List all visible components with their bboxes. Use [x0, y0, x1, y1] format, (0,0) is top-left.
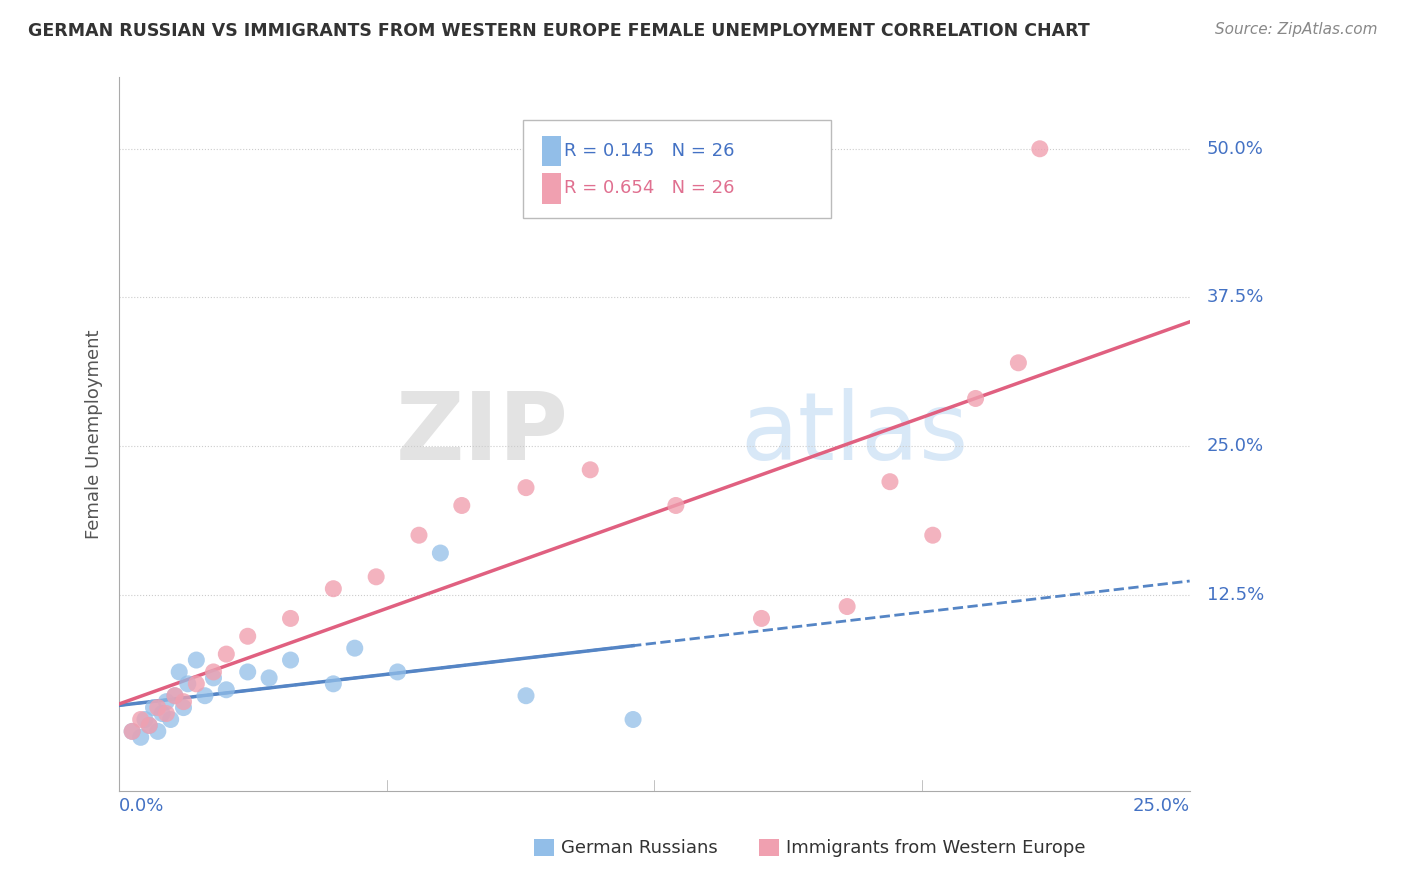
Point	[173, 700, 195, 714]
Point	[515, 481, 537, 495]
Point	[163, 689, 186, 703]
Point	[621, 713, 644, 727]
Point	[138, 718, 160, 732]
Point	[322, 677, 344, 691]
Y-axis label: Female Unemployment: Female Unemployment	[86, 329, 103, 539]
Point	[257, 671, 280, 685]
Point	[129, 713, 152, 727]
Text: R = 0.145   N = 26: R = 0.145 N = 26	[564, 142, 734, 160]
Point	[366, 570, 388, 584]
Point	[837, 599, 859, 614]
Point	[515, 689, 537, 703]
Point	[202, 665, 225, 679]
Point	[146, 700, 169, 714]
Point	[343, 641, 366, 656]
Text: R = 0.654   N = 26: R = 0.654 N = 26	[564, 179, 734, 197]
Point	[138, 718, 160, 732]
Point	[450, 499, 472, 513]
Point	[215, 647, 238, 661]
Point	[236, 665, 259, 679]
Point	[215, 682, 238, 697]
Point	[429, 546, 451, 560]
Point	[121, 724, 143, 739]
Point	[665, 499, 688, 513]
Point	[155, 706, 177, 721]
Point	[177, 677, 200, 691]
Point	[322, 582, 344, 596]
Text: 50.0%: 50.0%	[1206, 140, 1264, 158]
Point	[186, 677, 208, 691]
Point	[579, 463, 602, 477]
Text: 37.5%: 37.5%	[1206, 288, 1264, 307]
Point	[280, 611, 302, 625]
Point	[879, 475, 901, 489]
Text: Immigrants from Western Europe: Immigrants from Western Europe	[786, 838, 1085, 857]
Text: GERMAN RUSSIAN VS IMMIGRANTS FROM WESTERN EUROPE FEMALE UNEMPLOYMENT CORRELATION: GERMAN RUSSIAN VS IMMIGRANTS FROM WESTER…	[28, 22, 1090, 40]
Text: atlas: atlas	[740, 388, 969, 480]
Point	[1007, 356, 1029, 370]
Point	[173, 695, 195, 709]
Point	[129, 731, 152, 745]
Point	[202, 671, 225, 685]
Text: 12.5%: 12.5%	[1206, 586, 1264, 604]
Point	[194, 689, 217, 703]
Text: 25.0%: 25.0%	[1132, 797, 1189, 814]
Point	[965, 392, 987, 406]
Point	[121, 724, 143, 739]
Point	[146, 724, 169, 739]
Point	[150, 706, 173, 721]
Point	[236, 629, 259, 643]
Text: Source: ZipAtlas.com: Source: ZipAtlas.com	[1215, 22, 1378, 37]
Point	[921, 528, 943, 542]
Point	[142, 700, 165, 714]
Point	[159, 713, 181, 727]
Text: ZIP: ZIP	[396, 388, 569, 480]
Text: 25.0%: 25.0%	[1206, 437, 1264, 455]
Point	[280, 653, 302, 667]
Point	[1029, 142, 1052, 156]
Point	[163, 689, 186, 703]
Point	[408, 528, 430, 542]
Point	[387, 665, 409, 679]
Point	[186, 653, 208, 667]
Point	[751, 611, 773, 625]
Point	[167, 665, 190, 679]
Text: 0.0%: 0.0%	[120, 797, 165, 814]
Point	[155, 695, 177, 709]
Point	[134, 713, 156, 727]
Text: German Russians: German Russians	[561, 838, 717, 857]
